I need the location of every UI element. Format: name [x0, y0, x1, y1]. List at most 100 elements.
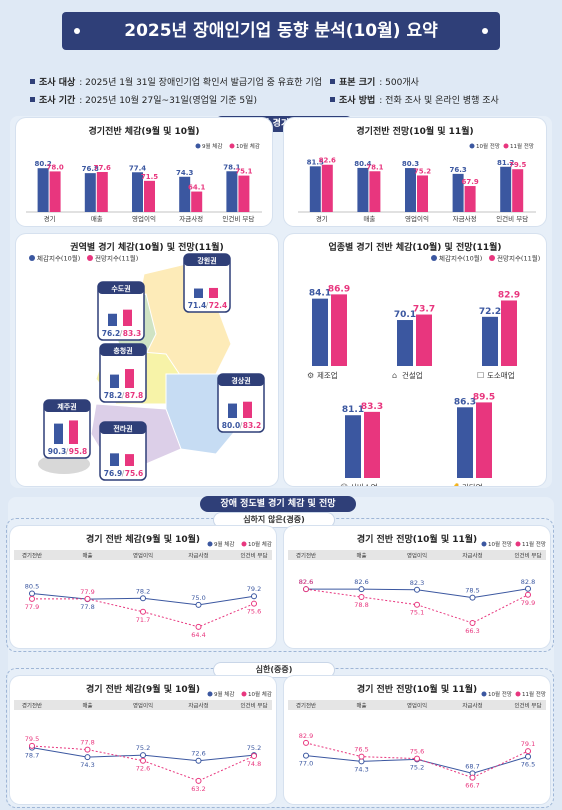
data-label: 80.3: [402, 160, 419, 168]
overall-feel-card: 경기전반 체감(9월 및 10월) 9월 체감 10월 체감 80.2 78.0 경기 7…: [16, 118, 272, 226]
category-label: 인건비 부담: [514, 552, 541, 560]
category-label: 인건비 부담: [496, 214, 528, 223]
data-label: 80.4: [354, 160, 371, 168]
legend-marker: [481, 691, 487, 697]
bar: [309, 166, 321, 212]
data-label: 76.5: [354, 746, 368, 754]
mild-outlook-title: 경기 전반 전망(10월 및 11월): [356, 535, 478, 545]
data-point: [303, 586, 309, 593]
category-label: 매출: [363, 214, 375, 223]
category-label: 매출: [356, 702, 366, 710]
industry-icon: ✋: [452, 482, 462, 486]
category-band: [288, 550, 546, 560]
mild-outlook-card: 경기 전반 전망(10월 및 11월) 10월 전망 11월 전망 경기전반 매출 영업…: [284, 526, 550, 648]
period-label: 조사 기간: [39, 95, 76, 106]
data-label: 82.6: [319, 157, 336, 165]
category-label: 영업이익: [407, 552, 427, 560]
legend-marker: [515, 541, 521, 547]
data-label: 80.0: [222, 421, 241, 430]
legend-marker: [207, 691, 213, 697]
data-label: 78.7: [25, 752, 39, 760]
industry-icon: ⌂: [392, 371, 397, 380]
data-label: 82.9: [498, 290, 520, 300]
category-label: 자금사정: [188, 552, 208, 560]
overall-feel-chart: 9월 체감 10월 체감 80.278.0 경기 76.877.6 매출 77.471.5 영…: [26, 142, 262, 223]
data-label: 63.2: [191, 785, 205, 793]
data-point: [358, 586, 365, 593]
bar: [464, 186, 476, 212]
data-label: 83.3: [361, 402, 383, 412]
data-label: 77.6: [94, 164, 111, 172]
bar: [84, 173, 96, 212]
data-label: 78.2: [104, 391, 123, 400]
mild-pill: 심하지 않은(경증): [214, 513, 334, 527]
sample-label: 표본 크기: [339, 77, 376, 88]
bar: [110, 453, 119, 466]
data-point: [469, 774, 476, 781]
legend-marker: [87, 255, 93, 261]
data-point: [251, 600, 257, 607]
legend-marker: [241, 541, 247, 547]
industry-icon: ☐: [477, 371, 484, 380]
data-label: 77.8: [80, 603, 94, 611]
bar: [321, 164, 333, 212]
category-label: 매출: [82, 702, 92, 710]
data-point: [29, 742, 35, 749]
bar: [228, 403, 237, 418]
data-label: 82.6: [299, 578, 313, 586]
legend-marker: [481, 541, 487, 547]
bar: [69, 420, 78, 444]
legend-label: 10월 전망: [488, 690, 512, 698]
bullet-square: [330, 96, 335, 102]
bar: [482, 316, 498, 366]
separator: /: [122, 391, 125, 400]
overall-outlook-card: 경기전반 전망(10월 및 11월) 10월 전망 11월 전망 81.5 82.6 경…: [284, 118, 546, 226]
data-label: 90.3: [48, 447, 67, 456]
bar: [405, 168, 416, 212]
target-label: 조사 대상: [39, 77, 76, 88]
region-chart: 체감지수(10월) 전망지수(11월)수도권76.2/83.3강원권71.4/72…: [29, 253, 265, 481]
category-label: 인건비 부담: [240, 552, 267, 560]
map-jeju: [38, 454, 90, 474]
bar: [476, 402, 492, 478]
page-title: 2025년 장애인기업 동향 분석(10월) 요약: [62, 12, 500, 50]
data-point: [140, 595, 146, 602]
bar: [49, 171, 61, 212]
bullet-square: [330, 78, 335, 84]
data-label: 77.0: [299, 760, 313, 768]
legend-marker: [195, 143, 201, 149]
data-point: [251, 593, 257, 600]
bar: [357, 167, 369, 212]
title-dot-left: [74, 28, 80, 34]
method-value: : 전화 조사 및 온라인 병행 조사: [379, 95, 499, 106]
data-label: 78.2: [136, 587, 150, 595]
data-label: 81.2: [497, 159, 514, 167]
method-label: 조사 방법: [339, 95, 376, 106]
region-name: 충청권: [113, 346, 132, 355]
data-label: 86.9: [328, 284, 350, 294]
data-label: 75.0: [191, 594, 205, 602]
data-point: [84, 754, 91, 761]
data-label: 75.2: [247, 744, 261, 752]
category-label: 자금사정: [453, 214, 477, 223]
category-label: 영업이익: [405, 214, 429, 223]
industry-icon: ⚙: [307, 371, 314, 380]
data-label: 72.6: [191, 750, 205, 758]
data-point: [195, 601, 202, 608]
data-label: 78.8: [354, 601, 368, 609]
legend-label: 10월 체감: [236, 142, 260, 150]
data-label: 76.9: [104, 469, 123, 478]
legend-marker: [207, 541, 213, 547]
category-band: [288, 700, 546, 710]
data-label: 74.8: [247, 760, 261, 768]
data-label: 81.5: [307, 158, 324, 166]
data-point: [140, 757, 146, 764]
data-label: 73.7: [413, 305, 435, 315]
data-label: 75.2: [414, 167, 431, 175]
overall-outlook-title: 경기전반 전망(10월 및 11월): [356, 127, 474, 137]
data-label: 78.1: [223, 163, 240, 171]
region-name: 전라권: [113, 424, 132, 433]
category-label: 도소매업: [487, 371, 515, 380]
